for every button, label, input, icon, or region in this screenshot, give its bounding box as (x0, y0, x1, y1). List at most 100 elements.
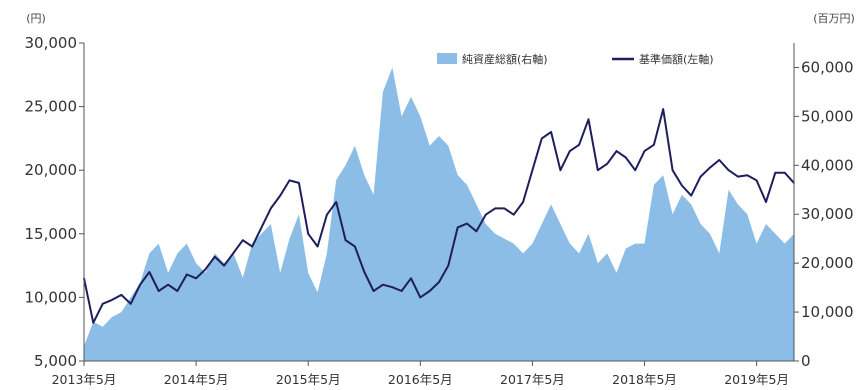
nav-point (671, 169, 674, 171)
nav-point (550, 131, 552, 133)
nav-point (456, 226, 459, 229)
nav-point (242, 239, 244, 241)
nav-point (111, 299, 113, 301)
nav-point (503, 207, 506, 210)
x-tick-label: 2016年5月 (388, 372, 453, 387)
nav-point (755, 179, 758, 182)
nav-point (298, 182, 300, 184)
nav-point (335, 201, 338, 203)
nav-point (288, 179, 291, 182)
nav-point (587, 118, 590, 121)
nav-point (382, 283, 384, 286)
nav-point (531, 169, 534, 171)
nav-point (223, 264, 225, 267)
nav-point (765, 201, 767, 203)
nav-point (400, 290, 403, 292)
nav-point (354, 245, 356, 248)
nav-point (129, 303, 132, 305)
nav-point (251, 245, 253, 248)
left-tick-label: 20,000 (25, 161, 78, 179)
nav-point (559, 169, 562, 171)
left-axis-unit: (円) (26, 12, 46, 25)
nav-point (167, 283, 169, 286)
nav-point (438, 281, 440, 283)
nav-point (484, 213, 487, 216)
net-assets-area (84, 67, 794, 361)
nav-point (774, 171, 777, 174)
nav-point (391, 286, 394, 289)
nav-point (597, 169, 599, 171)
nav-point (372, 290, 375, 292)
right-tick-label: 20,000 (801, 254, 854, 272)
x-tick-label: 2013年5月 (52, 372, 117, 387)
nav-point (746, 174, 749, 177)
x-tick-label: 2015年5月 (276, 372, 341, 387)
nav-point (606, 163, 608, 165)
right-tick-label: 30,000 (801, 205, 854, 223)
nav-point (232, 252, 235, 254)
nav-point (148, 271, 151, 273)
right-tick-label: 50,000 (801, 107, 854, 125)
nav-point (625, 156, 627, 159)
nav-point (569, 150, 571, 152)
legend-area-swatch (437, 53, 457, 64)
nav-point (690, 194, 692, 197)
nav-point (101, 303, 104, 305)
nav-point (92, 322, 95, 324)
nav-point (634, 169, 636, 171)
legend-line-label: 基準価額(左軸) (639, 52, 714, 66)
nav-point (727, 169, 730, 171)
right-tick-label: 10,000 (801, 303, 854, 321)
nav-point (578, 144, 580, 146)
nav-point (195, 277, 197, 280)
nav-point (512, 213, 515, 216)
nav-point (316, 245, 319, 248)
nav-point (410, 277, 412, 280)
nav-point (681, 184, 683, 187)
nav-point (494, 207, 496, 210)
nav-point (615, 150, 618, 152)
nav-point (270, 207, 272, 210)
nav-point (653, 144, 655, 146)
right-axis-unit: (百万円) (813, 12, 855, 25)
nav-point (279, 194, 282, 197)
nav-point (307, 233, 310, 235)
legend-area-label: 純資産総額(右軸) (462, 52, 548, 66)
nav-point (709, 166, 711, 169)
nav-point (363, 271, 366, 273)
nav-point (186, 273, 188, 276)
nav-point (447, 264, 450, 267)
nav-point (475, 230, 478, 233)
nav-point (643, 150, 646, 152)
right-tick-label: 0 (801, 352, 811, 370)
left-tick-label: 10,000 (25, 288, 78, 306)
nav-point (260, 226, 263, 229)
x-tick-label: 2018年5月 (612, 372, 677, 387)
x-tick-label: 2017年5月 (500, 372, 565, 387)
x-tick-label: 2014年5月 (164, 372, 229, 387)
nav-point (522, 201, 524, 203)
x-tick-label: 2019年5月 (724, 372, 789, 387)
nav-point (737, 175, 739, 178)
nav-point (428, 290, 431, 292)
right-tick-label: 60,000 (801, 58, 854, 76)
nav-point (176, 290, 179, 292)
nav-point (419, 296, 422, 299)
nav-point (344, 239, 347, 241)
left-tick-label: 15,000 (25, 225, 78, 243)
nav-point (139, 283, 141, 286)
left-tick-label: 5,000 (34, 352, 77, 370)
nav-point (662, 108, 664, 110)
nav-point (326, 213, 328, 216)
nav-point (718, 159, 721, 161)
nav-point (214, 255, 216, 258)
nav-point (783, 171, 786, 174)
nav-point (157, 290, 160, 292)
left-tick-label: 30,000 (25, 34, 78, 52)
right-tick-label: 40,000 (801, 156, 854, 174)
nav-point (466, 222, 468, 225)
nav-point (699, 175, 702, 178)
nav-point (541, 137, 543, 140)
